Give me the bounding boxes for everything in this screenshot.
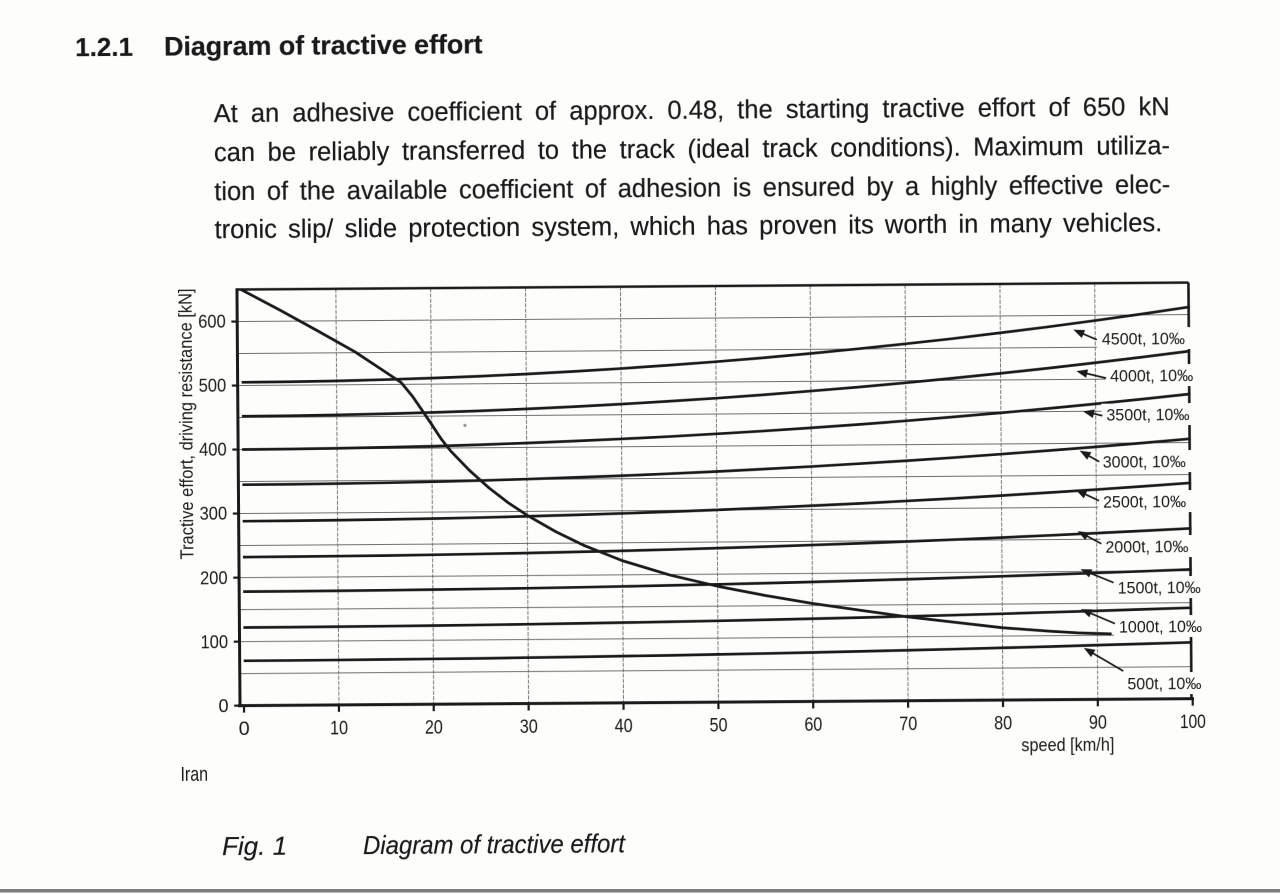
svg-text:2000t, 10‰: 2000t, 10‰ xyxy=(1105,538,1188,557)
svg-text:500t, 10‰: 500t, 10‰ xyxy=(1127,675,1201,694)
svg-text:4000t, 10‰: 4000t, 10‰ xyxy=(1110,367,1193,386)
svg-text:300: 300 xyxy=(200,504,228,524)
svg-text:speed [km/h]: speed [km/h] xyxy=(1021,734,1114,756)
svg-text:50: 50 xyxy=(709,714,727,736)
svg-text:3500t, 10‰: 3500t, 10‰ xyxy=(1106,406,1189,425)
svg-text:100: 100 xyxy=(1180,711,1206,733)
svg-text:Tractive effort, driving resis: Tractive effort, driving resistance [kN] xyxy=(174,288,197,559)
svg-text:80: 80 xyxy=(994,712,1012,734)
svg-text:10: 10 xyxy=(330,717,348,739)
svg-text:2500t, 10‰: 2500t, 10‰ xyxy=(1103,493,1186,512)
svg-text:0: 0 xyxy=(218,696,228,716)
svg-text:600: 600 xyxy=(198,312,226,332)
svg-text:Iran: Iran xyxy=(180,764,208,786)
svg-text:0: 0 xyxy=(239,718,250,740)
svg-text:60: 60 xyxy=(804,714,822,736)
svg-text:1000t, 10‰: 1000t, 10‰ xyxy=(1119,618,1202,637)
svg-text:4500t, 10‰: 4500t, 10‰ xyxy=(1102,330,1185,349)
svg-text:90: 90 xyxy=(1089,712,1107,734)
svg-text:500: 500 xyxy=(199,376,227,396)
svg-text:400: 400 xyxy=(199,440,227,460)
svg-text:40: 40 xyxy=(615,715,633,737)
svg-text:20: 20 xyxy=(425,717,443,739)
svg-text:1500t, 10‰: 1500t, 10‰ xyxy=(1118,579,1201,598)
svg-text:200: 200 xyxy=(200,568,228,588)
svg-text:30: 30 xyxy=(520,716,538,738)
svg-text:3000t, 10‰: 3000t, 10‰ xyxy=(1103,453,1186,472)
svg-text:70: 70 xyxy=(899,713,917,735)
svg-text:100: 100 xyxy=(200,632,228,652)
